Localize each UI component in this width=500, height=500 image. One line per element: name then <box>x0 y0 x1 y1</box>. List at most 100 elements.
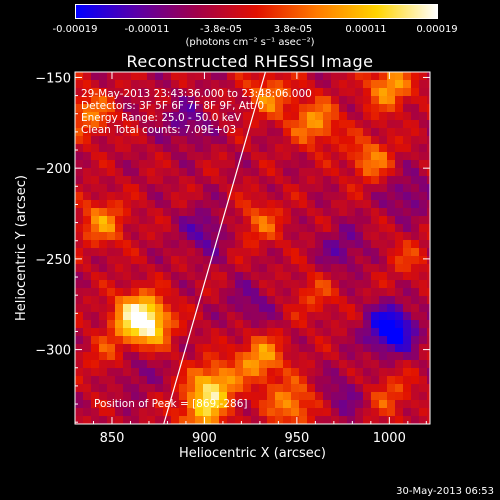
heatmap-pixel <box>299 248 307 256</box>
heatmap-pixel <box>171 152 179 160</box>
heatmap-pixel <box>219 320 227 328</box>
heatmap-pixel <box>115 296 123 304</box>
heatmap-pixel <box>171 272 179 280</box>
heatmap-pixel <box>347 128 355 136</box>
heatmap-pixel <box>331 304 339 312</box>
heatmap-pixel <box>323 232 331 240</box>
heatmap-pixel <box>419 200 427 208</box>
heatmap-pixel <box>363 320 371 328</box>
heatmap-pixel <box>155 280 163 288</box>
heatmap-pixel <box>187 104 195 112</box>
heatmap-pixel <box>107 112 115 120</box>
heatmap-pixel <box>379 144 387 152</box>
heatmap-pixel <box>419 360 427 368</box>
heatmap-pixel <box>379 408 387 416</box>
heatmap-pixel <box>131 200 139 208</box>
heatmap-pixel <box>323 328 331 336</box>
heatmap-pixel <box>115 168 123 176</box>
heatmap-pixel <box>387 200 395 208</box>
heatmap-pixel <box>235 320 243 328</box>
heatmap-pixel <box>99 72 107 80</box>
heatmap-pixel <box>219 272 227 280</box>
heatmap-pixel <box>171 184 179 192</box>
heatmap-pixel <box>195 288 203 296</box>
y-tick-label: −300 <box>35 344 71 359</box>
heatmap-pixel <box>323 120 331 128</box>
heatmap-pixel <box>83 208 91 216</box>
heatmap-pixel <box>427 152 430 160</box>
heatmap-pixel <box>371 96 379 104</box>
heatmap-pixel <box>195 344 203 352</box>
heatmap-pixel <box>267 224 275 232</box>
heatmap-pixel <box>387 216 395 224</box>
heatmap-pixel <box>187 344 195 352</box>
heatmap-pixel <box>283 288 291 296</box>
heatmap-pixel <box>211 272 219 280</box>
heatmap-pixel <box>307 392 315 400</box>
heatmap-pixel <box>307 208 315 216</box>
heatmap-pixel <box>123 328 131 336</box>
heatmap-pixel <box>187 384 195 392</box>
heatmap-pixel <box>235 296 243 304</box>
heatmap-pixel <box>387 408 395 416</box>
heatmap-pixel <box>235 208 243 216</box>
heatmap-pixel <box>171 336 179 344</box>
heatmap-pixel <box>259 304 267 312</box>
heatmap-pixel <box>91 152 99 160</box>
heatmap-pixel <box>155 248 163 256</box>
heatmap-pixel <box>291 120 299 128</box>
heatmap-pixel <box>139 280 147 288</box>
heatmap-pixel <box>99 152 107 160</box>
heatmap-pixel <box>283 160 291 168</box>
heatmap-pixel <box>235 312 243 320</box>
heatmap-pixel <box>115 208 123 216</box>
annotation-line: Clean Total counts: 7.09E+03 <box>81 124 236 136</box>
heatmap-pixel <box>259 176 267 184</box>
heatmap-pixel <box>267 216 275 224</box>
heatmap-pixel <box>411 344 419 352</box>
heatmap-pixel <box>371 264 379 272</box>
heatmap-pixel <box>299 368 307 376</box>
heatmap-pixel <box>347 104 355 112</box>
heatmap-pixel <box>99 240 107 248</box>
heatmap-pixel <box>371 72 379 80</box>
heatmap-pixel <box>251 368 259 376</box>
heatmap-pixel <box>347 240 355 248</box>
heatmap-pixel <box>315 120 323 128</box>
heatmap-pixel <box>251 304 259 312</box>
heatmap-pixel <box>315 312 323 320</box>
heatmap-pixel <box>171 72 179 80</box>
heatmap-pixel <box>315 376 323 384</box>
heatmap-pixel <box>411 72 419 80</box>
heatmap-pixel <box>171 208 179 216</box>
heatmap-pixel <box>171 232 179 240</box>
heatmap-pixel <box>219 136 227 144</box>
heatmap-pixel <box>99 160 107 168</box>
heatmap-pixel <box>243 320 251 328</box>
heatmap-pixel <box>395 248 403 256</box>
heatmap-pixel <box>411 304 419 312</box>
heatmap-pixel <box>139 176 147 184</box>
heatmap-pixel <box>235 408 243 416</box>
heatmap-pixel <box>395 152 403 160</box>
heatmap-pixel <box>99 176 107 184</box>
heatmap-pixel <box>187 216 195 224</box>
heatmap-pixel <box>419 144 427 152</box>
heatmap-pixel <box>403 320 411 328</box>
heatmap-pixel <box>107 296 115 304</box>
heatmap-pixel <box>323 200 331 208</box>
heatmap-pixel <box>339 320 347 328</box>
heatmap-pixel <box>395 200 403 208</box>
heatmap-pixel <box>139 384 147 392</box>
heatmap-pixel <box>115 272 123 280</box>
heatmap-pixel <box>211 128 219 136</box>
heatmap-pixel <box>75 416 83 424</box>
heatmap-pixel <box>347 352 355 360</box>
heatmap-pixel <box>403 272 411 280</box>
heatmap-pixel <box>283 72 291 80</box>
heatmap-pixel <box>363 104 371 112</box>
heatmap-pixel <box>195 408 203 416</box>
heatmap-pixel <box>99 248 107 256</box>
heatmap-pixel <box>83 312 91 320</box>
heatmap-pixel <box>179 96 187 104</box>
